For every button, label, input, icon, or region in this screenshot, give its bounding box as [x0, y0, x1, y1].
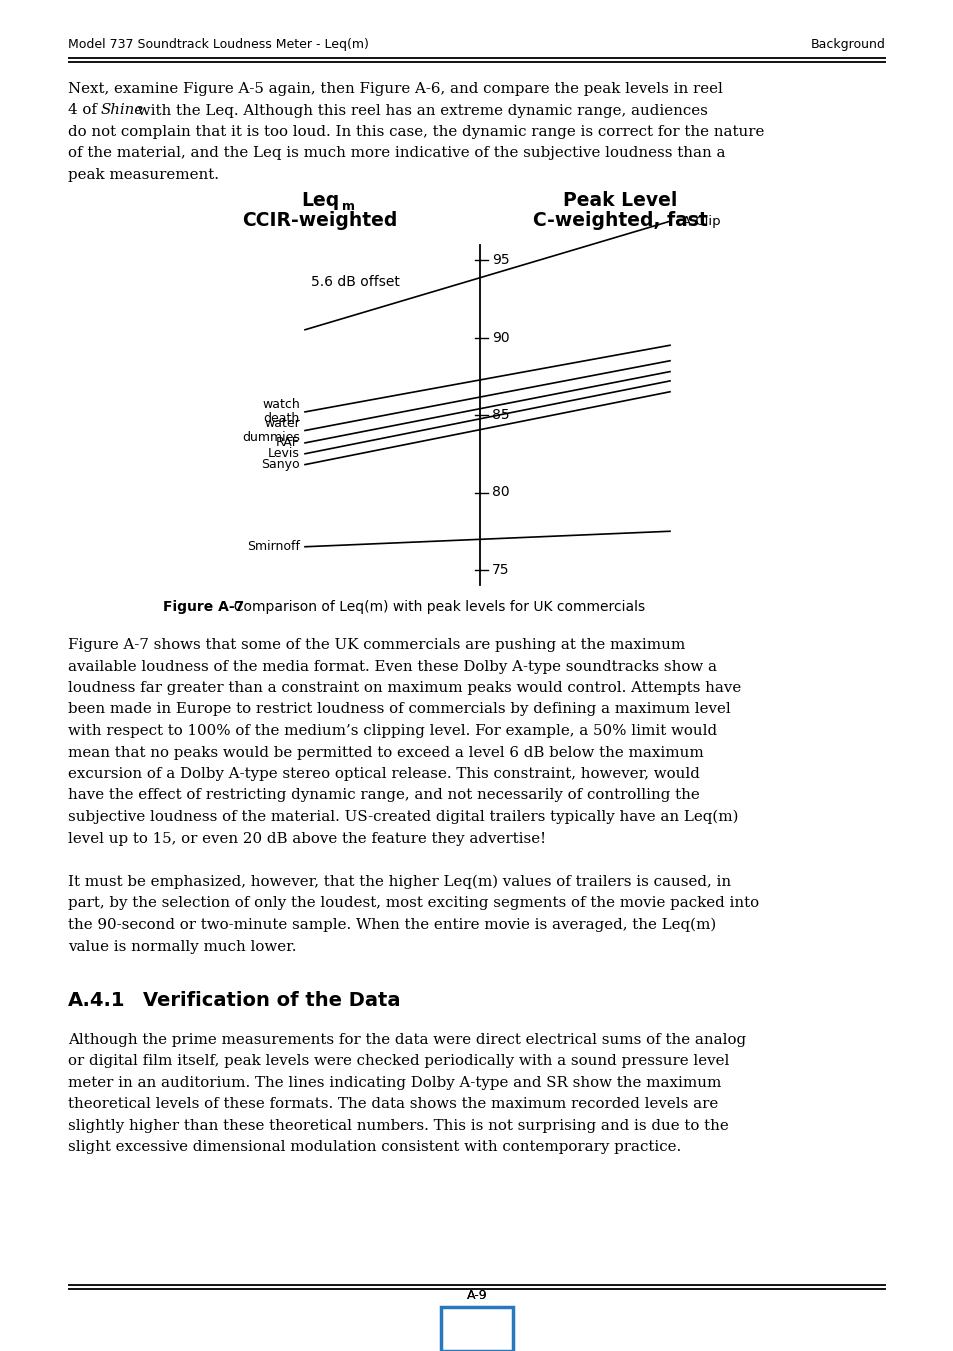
Text: 80: 80 — [492, 485, 509, 500]
Text: Model 737 Soundtrack Loudness Meter - Leq(m): Model 737 Soundtrack Loudness Meter - Le… — [68, 38, 369, 51]
Text: RAF: RAF — [275, 436, 299, 450]
Text: of the material, and the Leq is much more indicative of the subjective loudness : of the material, and the Leq is much mor… — [68, 146, 724, 161]
Text: with respect to 100% of the medium’s clipping level. For example, a 50% limit wo: with respect to 100% of the medium’s cli… — [68, 724, 717, 738]
Text: A Clip: A Clip — [681, 215, 720, 228]
Text: or digital film itself, peak levels were checked periodically with a sound press: or digital film itself, peak levels were… — [68, 1055, 729, 1069]
Text: been made in Europe to restrict loudness of commercials by defining a maximum le: been made in Europe to restrict loudness… — [68, 703, 730, 716]
Text: subjective loudness of the material. US-created digital trailers typically have : subjective loudness of the material. US-… — [68, 811, 738, 824]
Text: value is normally much lower.: value is normally much lower. — [68, 939, 296, 954]
Text: C-weighted, fast: C-weighted, fast — [532, 211, 706, 230]
Text: 5.6 dB offset: 5.6 dB offset — [311, 276, 399, 289]
Text: part, by the selection of only the loudest, most exciting segments of the movie : part, by the selection of only the loude… — [68, 897, 759, 911]
Text: water
dummies: water dummies — [242, 417, 299, 444]
Text: Smirnoff: Smirnoff — [247, 540, 299, 554]
Text: slight excessive dimensional modulation consistent with contemporary practice.: slight excessive dimensional modulation … — [68, 1140, 680, 1155]
Text: slightly higher than these theoretical numbers. This is not surprising and is du: slightly higher than these theoretical n… — [68, 1119, 728, 1133]
Text: watch
death: watch death — [262, 399, 299, 426]
Text: Levis: Levis — [268, 447, 299, 461]
Text: excursion of a Dolby A-type stereo optical release. This constraint, however, wo: excursion of a Dolby A-type stereo optic… — [68, 767, 700, 781]
Text: A.4.1: A.4.1 — [68, 992, 126, 1011]
Text: level up to 15, or even 20 dB above the feature they advertise!: level up to 15, or even 20 dB above the … — [68, 831, 545, 846]
Text: have the effect of restricting dynamic range, and not necessarily of controlling: have the effect of restricting dynamic r… — [68, 789, 699, 802]
Text: 85: 85 — [492, 408, 509, 422]
Text: theoretical levels of these formats. The data shows the maximum recorded levels : theoretical levels of these formats. The… — [68, 1097, 718, 1112]
Text: 95: 95 — [492, 253, 509, 267]
Text: 75: 75 — [492, 563, 509, 577]
Text: Leq: Leq — [300, 190, 338, 209]
Text: A-9: A-9 — [466, 1289, 487, 1302]
Text: m: m — [341, 200, 355, 213]
Text: Background: Background — [810, 38, 885, 51]
Text: Figure A-7 shows that some of the UK commercials are pushing at the maximum: Figure A-7 shows that some of the UK com… — [68, 638, 684, 653]
Text: A-9: A-9 — [466, 1289, 487, 1302]
Text: Figure A-7: Figure A-7 — [163, 600, 244, 613]
Text: Comparison of Leq(m) with peak levels for UK commercials: Comparison of Leq(m) with peak levels fo… — [225, 600, 644, 613]
Text: loudness far greater than a constraint on maximum peaks would control. Attempts : loudness far greater than a constraint o… — [68, 681, 740, 694]
Text: Verification of the Data: Verification of the Data — [143, 992, 400, 1011]
Text: It must be emphasized, however, that the higher Leq(m) values of trailers is cau: It must be emphasized, however, that the… — [68, 875, 730, 889]
Text: available loudness of the media format. Even these Dolby A-type soundtracks show: available loudness of the media format. … — [68, 659, 717, 674]
Text: meter in an auditorium. The lines indicating Dolby A-type and SR show the maximu: meter in an auditorium. The lines indica… — [68, 1075, 720, 1090]
Text: Next, examine Figure A-5 again, then Figure A-6, and compare the peak levels in : Next, examine Figure A-5 again, then Fig… — [68, 82, 722, 96]
Text: 4 of: 4 of — [68, 104, 102, 118]
Text: with the Leq. Although this reel has an extreme dynamic range, audiences: with the Leq. Although this reel has an … — [132, 104, 707, 118]
Text: 90: 90 — [492, 331, 509, 345]
Text: Although the prime measurements for the data were direct electrical sums of the : Although the prime measurements for the … — [68, 1034, 745, 1047]
Text: peak measurement.: peak measurement. — [68, 168, 219, 182]
Text: Peak Level: Peak Level — [562, 190, 677, 209]
Bar — [440, 1306, 513, 1351]
Text: do not complain that it is too loud. In this case, the dynamic range is correct : do not complain that it is too loud. In … — [68, 126, 763, 139]
Text: Sanyo: Sanyo — [261, 458, 299, 471]
Text: CCIR-weighted: CCIR-weighted — [242, 211, 397, 230]
Text: Shine: Shine — [100, 104, 143, 118]
Text: the 90-second or two-minute sample. When the entire movie is averaged, the Leq(m: the 90-second or two-minute sample. When… — [68, 917, 716, 932]
Text: mean that no peaks would be permitted to exceed a level 6 dB below the maximum: mean that no peaks would be permitted to… — [68, 746, 703, 759]
